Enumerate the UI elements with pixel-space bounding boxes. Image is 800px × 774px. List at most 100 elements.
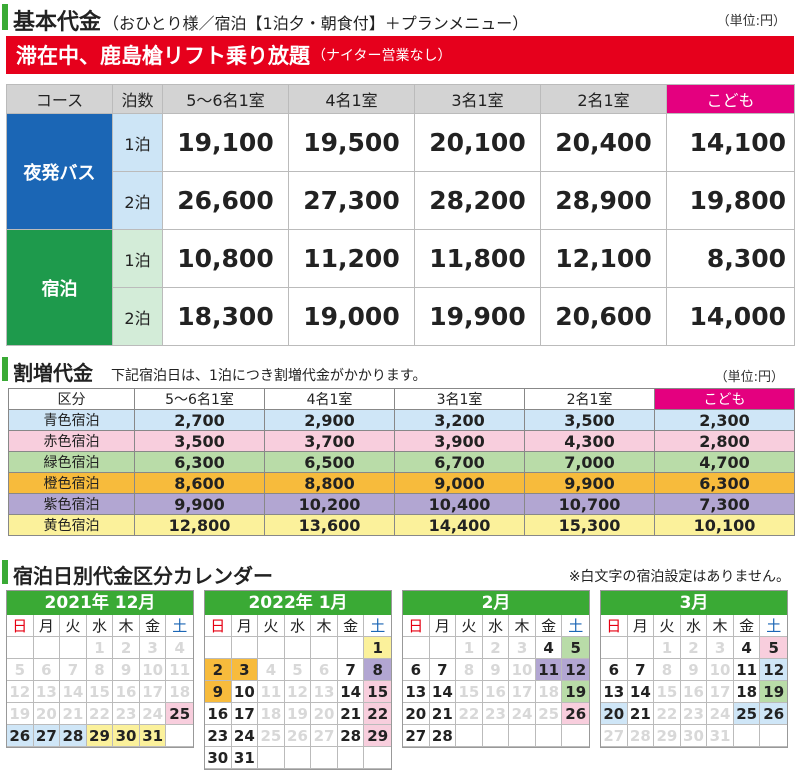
surcharge-cell: 10,400 [394, 493, 525, 515]
calendar-day: 13 [601, 681, 628, 703]
calendar-day [205, 637, 232, 659]
surcharge-cell: 6,500 [264, 451, 395, 473]
surcharge-header: 割増代金 下記宿泊日は、1泊につき割増代金がかかります。 [2, 357, 427, 385]
calendar-day: 24 [509, 703, 536, 725]
calendar-day: 20 [311, 703, 338, 725]
surcharge-cell: 8,800 [264, 472, 395, 494]
calendar-header: 宿泊日別代金区分カレンダー [2, 560, 273, 588]
calendar-day [284, 747, 312, 769]
header-room-2: 2名1室 [524, 388, 655, 410]
calendar-day: 12 [760, 659, 787, 681]
calendar-day: 12 [7, 681, 34, 703]
calendar-day: 17 [139, 681, 167, 703]
calendar-day [535, 725, 563, 747]
price-cell: 28,200 [414, 171, 541, 230]
surcharge-cell: 2,300 [654, 409, 795, 431]
price-cell: 19,800 [666, 171, 795, 230]
price-cell: 19,100 [162, 113, 289, 172]
price-cell: 27,300 [288, 171, 415, 230]
calendar-day: 12 [562, 659, 589, 681]
calendar-day [562, 725, 589, 747]
surcharge-cell: 2,700 [134, 409, 265, 431]
table-row: 宿泊 1泊 10,800 11,200 11,800 12,100 8,300 [6, 229, 795, 346]
calendar-day: 19 [562, 681, 589, 703]
weekday-label: 金 [337, 615, 365, 637]
header-room-5-6: 5〜6名1室 [134, 388, 265, 410]
surcharge-cell: 2,800 [654, 430, 795, 452]
table-row: 青色宿泊 2,700 2,900 3,200 3,500 2,300 [8, 409, 795, 431]
calendar-day: 10 [509, 659, 536, 681]
weekday-label: 火 [60, 615, 87, 637]
calendar-day: 3 [139, 637, 167, 659]
calendar-day: 21 [337, 703, 365, 725]
calendar-day: 28 [60, 725, 87, 747]
calendar-day: 26 [7, 725, 34, 747]
weekday-label: 木 [509, 615, 536, 637]
zone-cell: 緑色宿泊 [8, 451, 135, 473]
calendar-day: 7 [429, 659, 457, 681]
calendar-day: 25 [535, 703, 563, 725]
calendar-day: 3 [509, 637, 536, 659]
zone-cell: 赤色宿泊 [8, 430, 135, 452]
weekday-label: 木 [707, 615, 734, 637]
price-cell: 11,200 [288, 229, 415, 288]
calendar-day: 5 [7, 659, 34, 681]
calendar-day [258, 747, 285, 769]
calendar-grid: 日月火水木金土 1 2 3 4 5 6 7 8 9 10 11 12 13 14 15 16 17 18 19 20 21… [7, 615, 193, 747]
surcharge-cell: 10,200 [264, 493, 395, 515]
calendar-day: 9 [113, 659, 140, 681]
surcharge-cell: 3,500 [524, 409, 655, 431]
calendar-day: 27 [33, 725, 61, 747]
price-cell: 19,000 [288, 287, 415, 346]
calendar-day: 12 [284, 681, 312, 703]
calendar-day: 15 [654, 681, 681, 703]
calendar-day [60, 637, 87, 659]
calendar-day: 23 [482, 703, 510, 725]
calendar-day: 15 [364, 681, 391, 703]
calendar-day [482, 725, 510, 747]
zone-cell: 橙色宿泊 [8, 472, 135, 494]
calendar-day: 29 [654, 725, 681, 747]
nights-cell: 1泊 [112, 229, 163, 288]
calendar-day [166, 725, 193, 747]
surcharge-cell: 10,100 [654, 514, 795, 536]
calendar-day: 16 [482, 681, 510, 703]
weekday-label: 月 [627, 615, 655, 637]
calendar-day: 24 [707, 703, 734, 725]
surcharge-unit: （単位:円） [714, 370, 784, 385]
price-cell: 12,100 [540, 229, 667, 288]
calendar-day: 21 [627, 703, 655, 725]
month-calendar: 2021年 12月日月火水木金土 1 2 3 4 5 6 7 8 9 10 11 12 13 14 15 16 1… [6, 590, 194, 748]
month-calendar: 2月日月火水木金土 1 2 3 4 5 6 7 8 9 10 11 12 13 14 15 16 17 18 19 20… [402, 590, 590, 748]
header-room-3: 3名1室 [394, 388, 525, 410]
calendar-day: 31 [707, 725, 734, 747]
calendar-day: 30 [205, 747, 232, 769]
calendar-day [403, 637, 430, 659]
surcharge-cell: 3,700 [264, 430, 395, 452]
surcharge-cell: 9,900 [524, 472, 655, 494]
month-title: 3月 [601, 591, 787, 615]
table-row: 2泊 18,300 19,000 19,900 20,600 14,000 [7, 287, 795, 346]
calendar-day: 1 [364, 637, 391, 659]
calendar-day: 9 [680, 659, 708, 681]
weekday-label: 月 [429, 615, 457, 637]
month-calendar: 3月日月火水木金土 1 2 3 4 5 6 7 8 9 10 11 12 13 14 15 16 17 18 19 20… [600, 590, 788, 748]
weekday-label: 日 [403, 615, 430, 637]
calendar-day: 3 [707, 637, 734, 659]
surcharge-title: 割増代金 [13, 361, 93, 385]
calendar-day: 2 [680, 637, 708, 659]
surcharge-cell: 6,300 [134, 451, 265, 473]
calendar-day [231, 637, 259, 659]
weekday-label: 火 [654, 615, 681, 637]
surcharge-cell: 4,300 [524, 430, 655, 452]
course-cell: 宿泊 [6, 229, 113, 346]
basic-price-header: 基本代金 （おひとり様／宿泊【1泊夕・朝食付】＋プランメニュー） [2, 4, 528, 35]
calendar-day: 28 [337, 725, 365, 747]
price-cell: 14,100 [666, 113, 795, 172]
calendar-day: 9 [482, 659, 510, 681]
header-course: コース [6, 84, 113, 114]
calendar-day [601, 637, 628, 659]
weekday-label: 水 [86, 615, 114, 637]
calendar-day: 15 [86, 681, 114, 703]
lift-banner: 滞在中、鹿島槍リフト乗り放題 （ナイター営業なし） [6, 36, 794, 74]
